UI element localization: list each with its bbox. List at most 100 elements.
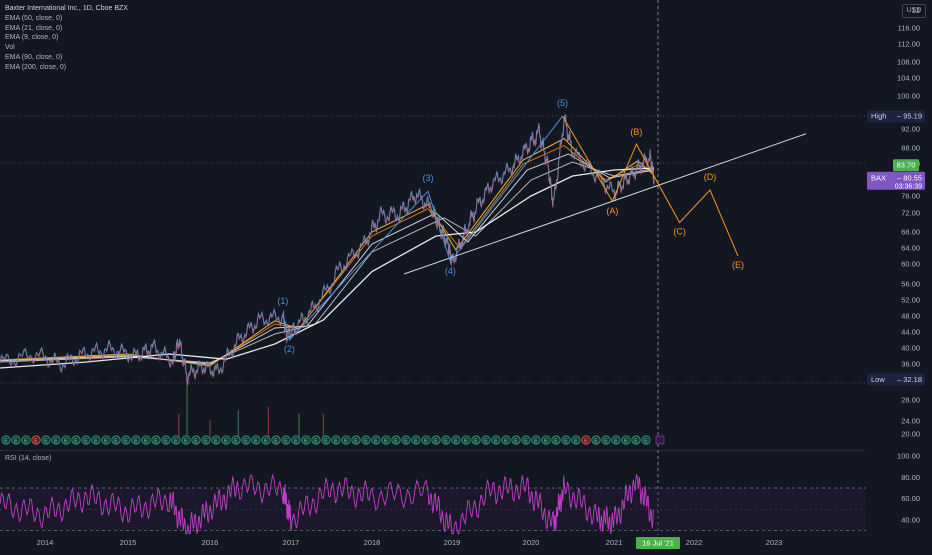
earnings-marker[interactable]: E: [611, 435, 621, 445]
legend-ema-90[interactable]: EMA (90, close, 0): [5, 53, 63, 61]
earnings-marker[interactable]: E: [431, 435, 441, 445]
earnings-marker[interactable]: E: [271, 435, 281, 445]
earnings-marker-circle: [21, 435, 31, 445]
earnings-marker[interactable]: E: [31, 435, 41, 445]
rsi-legend[interactable]: RSI (14, close): [5, 455, 52, 462]
earnings-marker[interactable]: E: [511, 435, 521, 445]
earnings-marker[interactable]: E: [201, 435, 211, 445]
earnings-marker[interactable]: E: [501, 435, 511, 445]
earnings-marker[interactable]: E: [41, 435, 51, 445]
trend-drawings[interactable]: [282, 115, 807, 342]
earnings-marker[interactable]: E: [121, 435, 131, 445]
time-tick-label: 2014: [37, 538, 54, 547]
earnings-marker[interactable]: E: [401, 435, 411, 445]
earnings-marker-circle: [491, 435, 501, 445]
earnings-marker[interactable]: E: [141, 435, 151, 445]
earnings-marker[interactable]: E: [351, 435, 361, 445]
earnings-marker[interactable]: E: [321, 435, 331, 445]
earnings-marker[interactable]: E: [71, 435, 81, 445]
earnings-marker[interactable]: E: [261, 435, 271, 445]
earnings-marker-letter: E: [494, 439, 498, 445]
earnings-marker[interactable]: E: [481, 435, 491, 445]
earnings-marker[interactable]: E: [61, 435, 71, 445]
earnings-marker[interactable]: E: [621, 435, 631, 445]
earnings-marker[interactable]: E: [171, 435, 181, 445]
marker-badge-value: 83.70: [897, 161, 916, 170]
earnings-marker[interactable]: E: [211, 435, 221, 445]
earnings-marker[interactable]: E: [341, 435, 351, 445]
upcoming-earnings-marker[interactable]: [655, 435, 665, 445]
earnings-marker[interactable]: E: [371, 435, 381, 445]
earnings-marker[interactable]: E: [331, 435, 341, 445]
earnings-marker[interactable]: E: [441, 435, 451, 445]
earnings-marker[interactable]: E: [521, 435, 531, 445]
earnings-marker[interactable]: E: [101, 435, 111, 445]
earnings-marker[interactable]: E: [641, 435, 651, 445]
earnings-marker-letter: E: [134, 439, 138, 445]
symbol-title[interactable]: Baxter International Inc., 1D, Cboe BZX: [5, 5, 128, 12]
currency-button[interactable]: USD: [902, 4, 926, 18]
earnings-marker[interactable]: E: [131, 435, 141, 445]
earnings-marker[interactable]: E: [411, 435, 421, 445]
legend-ema-21[interactable]: EMA (21, close, 0): [5, 24, 63, 32]
earnings-marker[interactable]: E: [151, 435, 161, 445]
earnings-marker[interactable]: E: [111, 435, 121, 445]
wave-labels: (1) (2) (3) (4) (5) (A) (B) (C) (D) (E): [277, 98, 744, 354]
earnings-marker[interactable]: E: [191, 435, 201, 445]
legend-ema-200[interactable]: EMA (200, close, 0): [5, 63, 67, 71]
earnings-marker[interactable]: E: [291, 435, 301, 445]
earnings-marker-circle: [561, 435, 571, 445]
time-tick-label: 2021: [606, 538, 623, 547]
earnings-marker[interactable]: E: [51, 435, 61, 445]
price-tick-label: 116.00: [898, 24, 920, 33]
earnings-marker[interactable]: E: [231, 435, 241, 445]
earnings-marker[interactable]: E: [281, 435, 291, 445]
earnings-marker-circle: [521, 435, 531, 445]
earnings-marker[interactable]: E: [541, 435, 551, 445]
price-tick-label: 28.00: [901, 396, 920, 405]
corrective-wave-line[interactable]: [562, 115, 739, 257]
earnings-marker[interactable]: E: [591, 435, 601, 445]
earnings-marker[interactable]: E: [461, 435, 471, 445]
legend-ema-9[interactable]: EMA (9, close, 0): [5, 34, 59, 42]
earnings-marker[interactable]: E: [531, 435, 541, 445]
earnings-marker[interactable]: E: [311, 435, 321, 445]
earnings-marker-letter: E: [634, 439, 638, 445]
price-tick-label: 76.00: [901, 192, 920, 201]
earnings-marker[interactable]: E: [571, 435, 581, 445]
earnings-marker[interactable]: E: [451, 435, 461, 445]
earnings-marker[interactable]: E: [561, 435, 571, 445]
earnings-marker[interactable]: E: [181, 435, 191, 445]
earnings-marker[interactable]: E: [491, 435, 501, 445]
earnings-marker[interactable]: E: [301, 435, 311, 445]
volume-spike: [186, 383, 188, 440]
earnings-marker[interactable]: E: [91, 435, 101, 445]
earnings-marker[interactable]: E: [241, 435, 251, 445]
earnings-marker[interactable]: E: [1, 435, 11, 445]
earnings-marker[interactable]: E: [11, 435, 21, 445]
earnings-marker[interactable]: E: [161, 435, 171, 445]
earnings-marker[interactable]: E: [21, 435, 31, 445]
earnings-marker[interactable]: E: [381, 435, 391, 445]
earnings-marker[interactable]: E: [601, 435, 611, 445]
legend-volume[interactable]: Vol: [5, 44, 15, 52]
earnings-marker[interactable]: E: [221, 435, 231, 445]
earnings-marker[interactable]: E: [251, 435, 261, 445]
earnings-marker[interactable]: E: [81, 435, 91, 445]
legend-ema-50[interactable]: EMA (50, close, 0): [5, 14, 63, 22]
earnings-marker[interactable]: E: [361, 435, 371, 445]
earnings-marker[interactable]: E: [471, 435, 481, 445]
support-trendline[interactable]: [403, 133, 807, 275]
earnings-marker-circle: [71, 435, 81, 445]
earnings-marker-circle: [241, 435, 251, 445]
earnings-marker[interactable]: E: [581, 435, 591, 445]
impulse-wave-line[interactable]: [282, 115, 563, 342]
earnings-marker[interactable]: E: [421, 435, 431, 445]
earnings-marker[interactable]: E: [631, 435, 641, 445]
earnings-marker-letter: E: [354, 439, 358, 445]
earnings-marker[interactable]: E: [391, 435, 401, 445]
earnings-marker[interactable]: E: [551, 435, 561, 445]
